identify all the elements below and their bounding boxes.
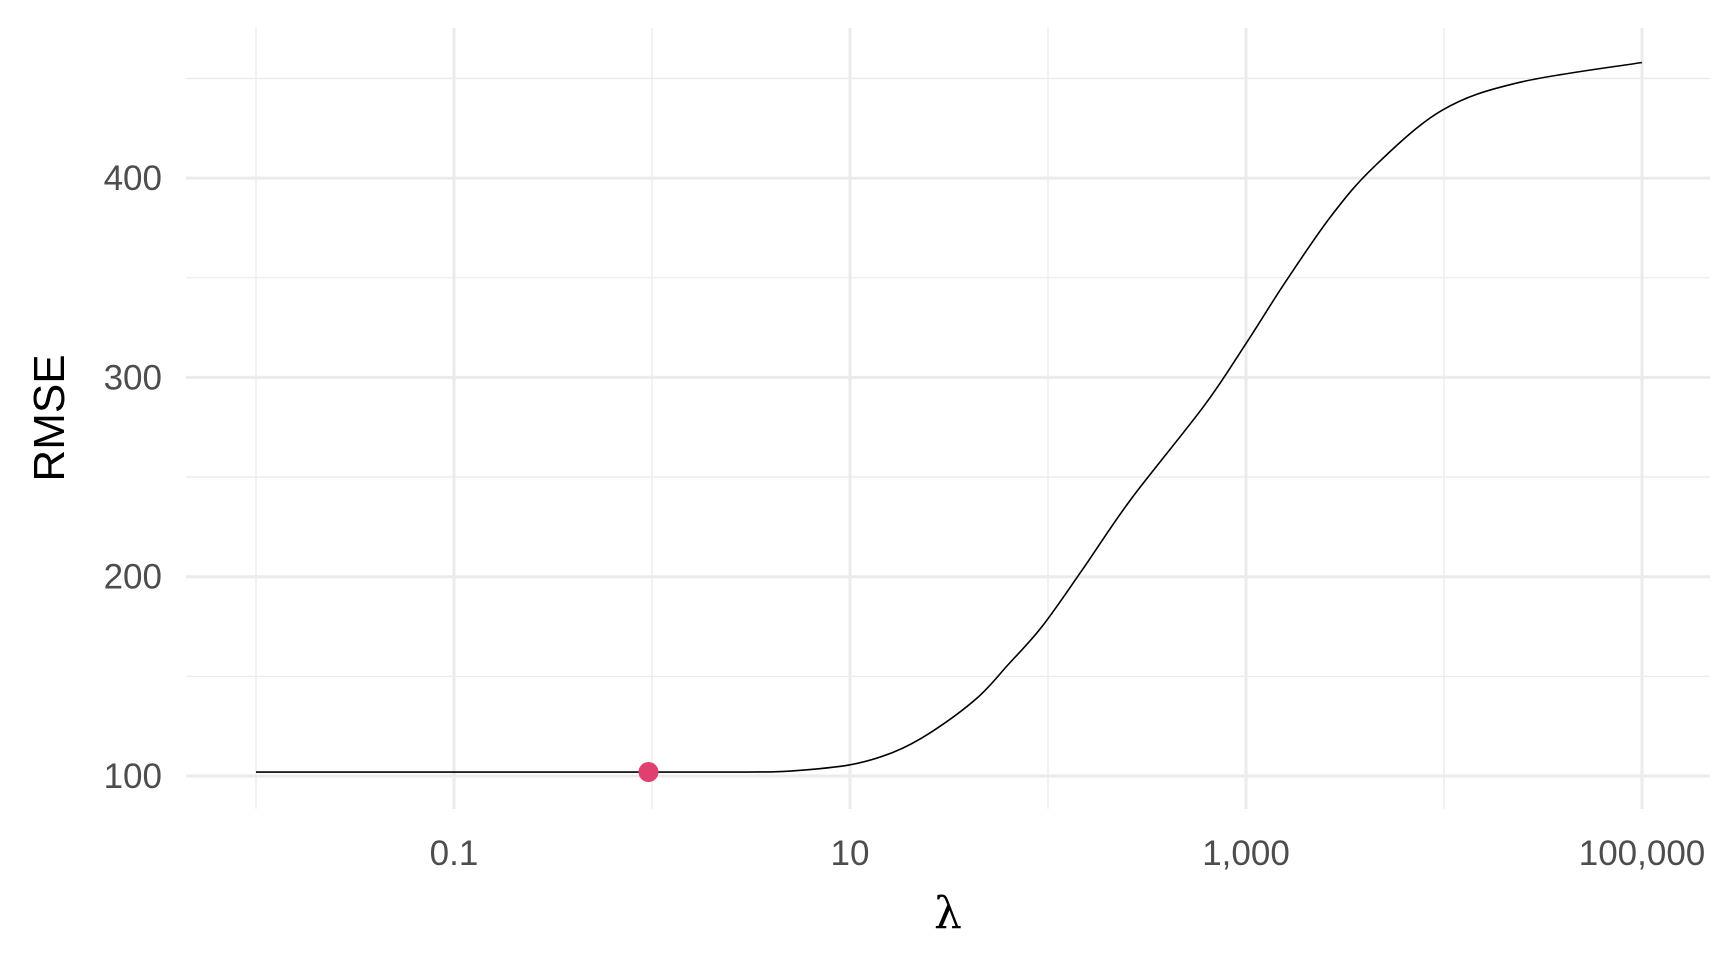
- x-tick-label: 0.1: [430, 834, 479, 873]
- rmse-curve: [256, 61, 1643, 773]
- y-tick-label: 100: [104, 757, 162, 796]
- y-tick-label: 200: [104, 558, 162, 597]
- x-tick-label: 100,000: [1579, 834, 1706, 873]
- grid: [186, 28, 1710, 809]
- y-axis-title: RMSE: [25, 354, 74, 481]
- y-tick-label: 400: [104, 159, 162, 198]
- x-tick-label: 10: [831, 834, 870, 873]
- x-axis-title: λ: [934, 888, 962, 939]
- y-axis-ticks: 100 200 300 400: [104, 159, 162, 796]
- y-tick-label: 300: [104, 358, 162, 397]
- optimal-lambda-point: [638, 762, 659, 783]
- x-tick-label: 1,000: [1202, 834, 1290, 873]
- x-axis-ticks: 0.1 10 1,000 100,000: [430, 834, 1706, 873]
